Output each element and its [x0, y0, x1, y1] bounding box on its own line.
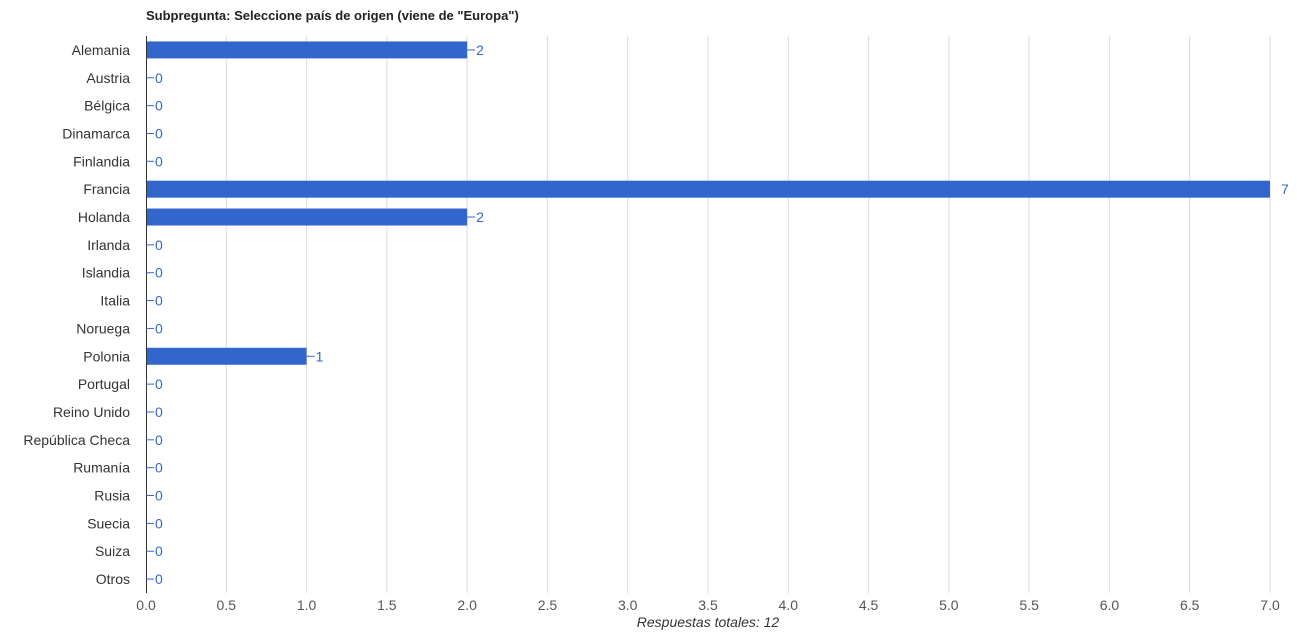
x-tick-label: 3.5: [698, 597, 718, 613]
x-tick-label: 5.0: [939, 597, 959, 613]
x-tick-label: 2.0: [457, 597, 477, 613]
x-tick-label: 5.5: [1019, 597, 1039, 613]
x-tick-label: 4.0: [779, 597, 799, 613]
category-label: Noruega: [76, 320, 130, 336]
category-label: Finlandia: [73, 153, 130, 169]
category-label: Reino Unido: [53, 404, 130, 420]
labels: 0.0 0.5 1.0 1.5 2.0 2.5 3.0 3.5 4.0 4.5 5.0 5.5 6.0 6…: [23, 42, 1289, 613]
value-label: 0: [155, 488, 163, 504]
value-label: 2: [476, 42, 484, 58]
bar: [146, 41, 468, 59]
value-label: 0: [155, 515, 163, 531]
value-label: 0: [155, 125, 163, 141]
value-label: 2: [476, 209, 484, 225]
value-label: 0: [155, 237, 163, 253]
category-label: Suecia: [87, 515, 130, 531]
value-label: 0: [155, 376, 163, 392]
bar: [146, 347, 307, 365]
category-label: Irlanda: [87, 237, 130, 253]
value-label: 0: [155, 70, 163, 86]
category-label: Italia: [100, 293, 130, 309]
category-label: Rusia: [94, 488, 130, 504]
x-tick-label: 1.0: [297, 597, 317, 613]
x-tick-label: 3.0: [618, 597, 638, 613]
x-tick-label: 6.0: [1100, 597, 1120, 613]
x-tick-label: 7.0: [1260, 597, 1280, 613]
category-label: Islandia: [82, 265, 130, 281]
category-label: Francia: [83, 181, 130, 197]
x-tick-label: 2.5: [538, 597, 558, 613]
chart-title: Subpregunta: Seleccione país de origen (…: [146, 8, 519, 23]
x-tick-label: 0.5: [217, 597, 237, 613]
category-label: Bélgica: [84, 98, 130, 114]
x-axis-title: Respuestas totales: 12: [637, 614, 780, 630]
x-tick-label: 6.5: [1180, 597, 1200, 613]
grid-lines: [225, 36, 1271, 593]
x-tick-label: 1.5: [377, 597, 397, 613]
value-label: 0: [155, 543, 163, 559]
category-label: Portugal: [78, 376, 130, 392]
bar: [146, 208, 468, 226]
value-label: 0: [155, 98, 163, 114]
value-label: 1: [316, 348, 324, 364]
value-label: 0: [155, 153, 163, 169]
value-label: 0: [155, 265, 163, 281]
category-label: Dinamarca: [62, 125, 130, 141]
category-label: Suiza: [95, 543, 130, 559]
bar: [146, 180, 1270, 198]
value-label: 0: [155, 320, 163, 336]
value-label: 0: [155, 404, 163, 420]
category-label: Holanda: [78, 209, 130, 225]
value-label: 0: [155, 460, 163, 476]
category-label: Polonia: [83, 348, 130, 364]
category-label: República Checa: [23, 432, 130, 448]
category-label: Alemania: [72, 42, 131, 58]
value-label: 7: [1281, 181, 1289, 197]
value-label: 0: [155, 432, 163, 448]
category-label: Otros: [96, 571, 130, 587]
value-label: 0: [155, 571, 163, 587]
bars: [146, 41, 1270, 365]
value-label: 0: [155, 293, 163, 309]
x-tick-label: 0.0: [136, 597, 156, 613]
category-label: Austria: [86, 70, 130, 86]
x-tick-label: 4.5: [859, 597, 879, 613]
category-label: Rumanía: [73, 460, 130, 476]
